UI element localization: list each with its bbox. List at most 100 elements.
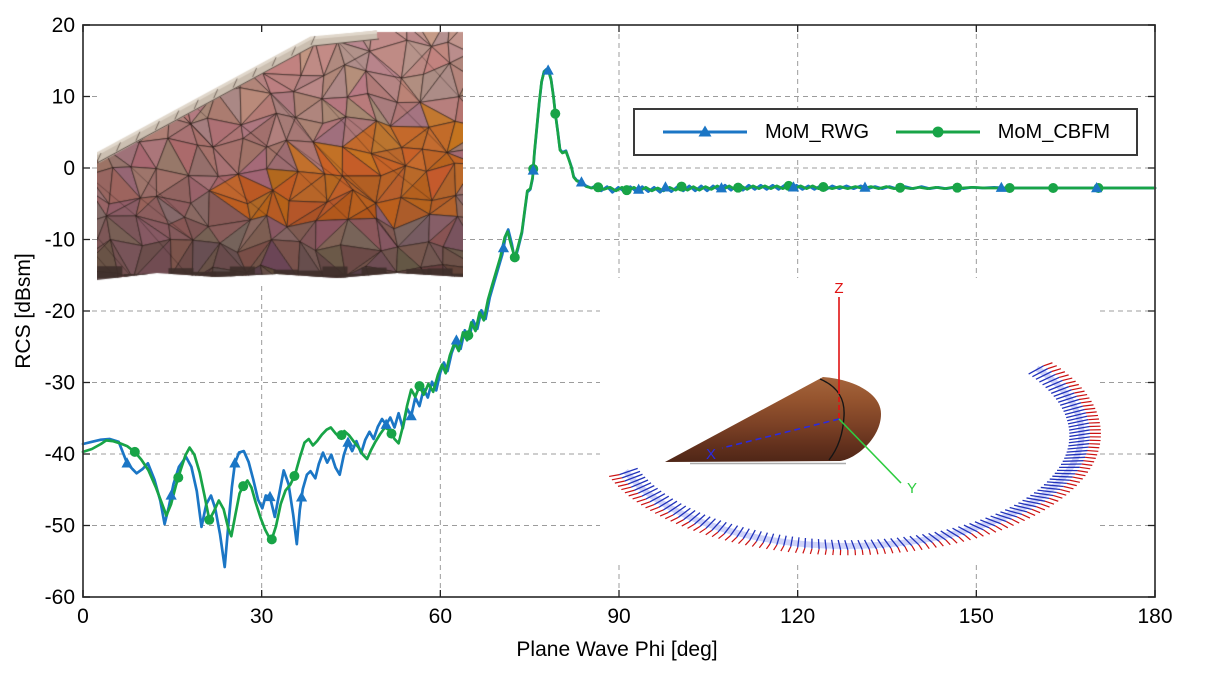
incidence-arrow <box>797 537 800 548</box>
incidence-arrow-tip <box>1074 390 1085 394</box>
incidence-arrow-tip <box>824 549 827 555</box>
circle-marker <box>414 381 425 392</box>
x-axis-label-3d: X <box>706 446 716 463</box>
incidence-arrow-tip <box>1079 466 1091 470</box>
incidence-arrow-tip <box>890 547 894 554</box>
incidence-arrow-tip <box>738 538 744 545</box>
incidence-arrow <box>1040 486 1061 491</box>
incidence-arrow <box>1004 509 1023 516</box>
legend-key-mom-cbfm <box>895 126 980 138</box>
incidence-arrow-tip <box>609 474 620 478</box>
incidence-arrow-tip <box>945 539 951 546</box>
incidence-arrow <box>985 517 1002 525</box>
incidence-arrow-tip <box>1069 479 1080 483</box>
incidence-arrow <box>1055 392 1075 400</box>
cone-base-ring <box>819 378 845 461</box>
incidence-arrow <box>952 527 966 536</box>
incidence-arrow <box>1069 436 1091 441</box>
incidence-arrow-tip <box>938 540 944 547</box>
legend-label-mom-cbfm: MoM_CBFM <box>997 120 1110 143</box>
incidence-arrow <box>1026 497 1046 502</box>
triangle-marker <box>715 182 728 193</box>
incidence-arrow <box>1068 443 1090 447</box>
incidence-arrow <box>877 539 885 550</box>
circle-marker <box>238 481 249 492</box>
incidence-arrow <box>837 539 842 551</box>
incidence-arrow <box>1064 456 1086 459</box>
incidence-arrow-tip <box>964 534 971 541</box>
y-tick-label: -30 <box>45 372 75 395</box>
incidence-arrow <box>653 495 670 506</box>
triangle-marker <box>575 176 588 187</box>
incidence-arrow-tip <box>932 542 937 548</box>
incidence-arrow <box>723 523 733 535</box>
incidence-arrow <box>1068 439 1090 444</box>
incidence-arrow-tip <box>951 538 958 544</box>
triangle-marker <box>633 183 645 194</box>
triangle-marker <box>295 491 308 502</box>
incidence-arrow-tip <box>1088 418 1100 421</box>
incidence-arrow-tip <box>802 548 806 554</box>
circle-marker <box>1048 183 1059 194</box>
incidence-arrow <box>749 529 756 541</box>
incidence-arrow <box>637 485 655 494</box>
incidence-arrow <box>783 535 787 547</box>
incidence-arrow <box>717 521 727 533</box>
incidence-arrow <box>630 479 649 488</box>
circle-marker <box>1004 183 1015 194</box>
y-tick-label: -60 <box>45 586 75 609</box>
incidence-arrow <box>995 513 1012 520</box>
incidence-arrow-tip <box>654 509 664 514</box>
incidence-arrow-tip <box>1058 374 1069 378</box>
incidence-arrow-tip <box>1016 516 1025 522</box>
triangle-marker <box>527 164 539 175</box>
incidence-arrow <box>1068 422 1090 428</box>
incidence-arrow-tip <box>628 492 639 497</box>
y-tick-label: -50 <box>45 515 75 538</box>
incidence-arrow-tip <box>994 525 1003 531</box>
circle-marker <box>173 472 184 483</box>
incidence-arrow-tip <box>765 543 771 550</box>
incidence-arrow-tip <box>787 546 792 553</box>
incidence-arrow <box>1061 402 1082 409</box>
incidence-arrow-tip <box>971 533 978 539</box>
triangle-marker <box>165 489 177 500</box>
y-tick-label: -20 <box>45 300 75 323</box>
legend: MoM_RWG MoM_CBFM <box>633 108 1138 156</box>
triangle-marker <box>859 181 871 192</box>
incidence-arrow-tip <box>632 495 643 500</box>
incidence-arrow <box>1028 365 1044 375</box>
data-curves <box>81 64 1157 569</box>
incidence-arrow-tip <box>1065 380 1076 385</box>
incidence-arrow-tip <box>751 541 757 547</box>
x-tick-label: 120 <box>780 605 815 628</box>
circle-marker <box>676 181 687 192</box>
MoM_CBFM-curve <box>81 68 1157 543</box>
incidence-arrow-tip <box>649 506 659 512</box>
incidence-arrow-tip <box>904 546 909 552</box>
incidence-arrow-tip <box>1084 407 1096 411</box>
incidence-arrow-tip <box>693 525 701 532</box>
incidence-arrow <box>1037 489 1057 494</box>
incidence-arrow <box>769 533 775 545</box>
y-axis-line <box>838 418 902 484</box>
incidence-arrow <box>1052 475 1073 478</box>
incidence-arrow <box>705 518 716 529</box>
incidence-arrow-tip <box>611 477 623 481</box>
incidence-arrow <box>940 530 953 540</box>
incidence-arrow-tip <box>1083 460 1095 463</box>
triangle-marker <box>450 334 463 345</box>
incidence-arrow-tip <box>983 529 991 535</box>
incidence-arrow-tip <box>876 548 879 555</box>
incidence-arrow <box>1033 492 1054 497</box>
incidence-arrow-tip <box>977 531 984 537</box>
y-tick-label: 0 <box>63 157 75 180</box>
incidence-arrow <box>662 500 678 511</box>
incidence-arrow-tip <box>1086 453 1098 456</box>
y-tick-label: -40 <box>45 443 75 466</box>
incidence-arrow-tip <box>659 511 669 517</box>
x-axis-line <box>721 418 840 449</box>
incidence-arrow <box>1009 506 1028 513</box>
triangle-marker <box>342 436 354 447</box>
